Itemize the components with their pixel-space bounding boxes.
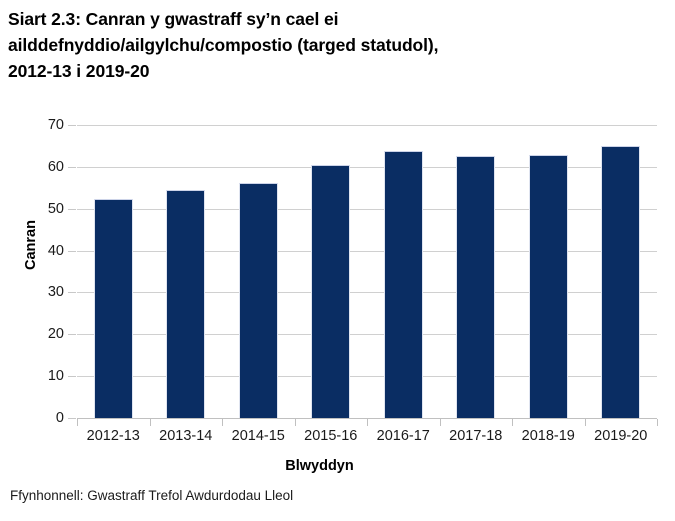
x-tick-label-2016-17: 2016-17 xyxy=(376,428,430,444)
page-title-line-2: ailddefnyddio/ailgylchu/compostio (targe… xyxy=(8,35,439,55)
gridline-70 xyxy=(77,125,657,126)
gridline-10 xyxy=(77,376,657,378)
bar-2013-14[interactable] xyxy=(166,190,206,418)
page-title-line-3: 2012-13 i 2019-20 xyxy=(8,61,150,81)
page-title-line-1: Siart 2.3: Canran y gwastraff sy’n cael … xyxy=(8,9,339,29)
y-tick-label-30: 30 xyxy=(47,284,64,301)
page-title: Siart 2.3: Canran y gwastraff sy’n cael … xyxy=(8,6,648,84)
bar-2015-16[interactable] xyxy=(311,165,351,418)
gridline-60 xyxy=(77,166,657,168)
y-tick-label-70: 70 xyxy=(47,117,64,133)
bar-2012-13[interactable] xyxy=(93,199,133,418)
gridline-30 xyxy=(77,292,657,294)
y-axis-title: Canran xyxy=(22,220,39,270)
y-tick-0 xyxy=(68,418,76,419)
x-tick-0 xyxy=(77,419,78,426)
source-note: Ffynhonnell: Gwastraff Trefol Awdurdodau… xyxy=(10,488,294,503)
y-tick-10 xyxy=(68,376,76,378)
bar-2016-17[interactable] xyxy=(383,150,423,418)
y-tick-label-10: 10 xyxy=(47,368,64,385)
bar-group xyxy=(77,125,657,418)
x-tick-2 xyxy=(222,419,223,426)
bar-2018-19[interactable] xyxy=(528,155,568,418)
gridline-50 xyxy=(77,208,657,210)
x-tick-label-2015-16: 2015-16 xyxy=(304,428,358,444)
y-tick-30 xyxy=(68,292,76,294)
y-tick-20 xyxy=(68,334,76,336)
x-tick-label-2014-15: 2014-15 xyxy=(231,428,285,444)
x-tick-8 xyxy=(657,419,658,426)
y-tick-label-20: 20 xyxy=(47,326,64,343)
bar-2019-20[interactable] xyxy=(601,145,641,418)
x-tick-1 xyxy=(149,419,151,426)
y-tick-label-50: 50 xyxy=(47,200,64,217)
x-axis-title-text: Blwyddyn xyxy=(285,458,354,474)
bar-2014-15[interactable] xyxy=(238,183,278,418)
x-axis-line xyxy=(77,418,657,419)
x-tick-label-2013-14: 2013-14 xyxy=(159,428,213,444)
x-tick-label-2018-19: 2018-19 xyxy=(521,428,575,444)
y-tick-label-0: 0 xyxy=(55,410,64,426)
x-tick-label-2019-20: 2019-20 xyxy=(594,428,648,444)
x-tick-label-2012-13: 2012-13 xyxy=(86,428,140,444)
y-tick-50 xyxy=(68,208,76,210)
x-tick-label-2017-18: 2017-18 xyxy=(449,428,503,444)
x-tick-3 xyxy=(294,419,296,426)
x-tick-4 xyxy=(367,419,368,426)
y-tick-60 xyxy=(68,166,76,168)
gridline-40 xyxy=(77,250,657,252)
plot-area: 0 10 20 30 40 50 60 70 xyxy=(48,117,657,426)
y-tick-70 xyxy=(68,125,76,126)
x-axis-title: Blwyddyn xyxy=(0,458,675,474)
x-tick-5 xyxy=(439,419,441,426)
x-tick-7 xyxy=(584,419,586,426)
x-tick-6 xyxy=(512,419,513,426)
bar-2017-18[interactable] xyxy=(456,155,496,418)
gridline-20 xyxy=(77,334,657,336)
y-tick-40 xyxy=(68,250,76,252)
y-tick-label-60: 60 xyxy=(47,158,64,175)
y-tick-label-40: 40 xyxy=(47,242,64,259)
